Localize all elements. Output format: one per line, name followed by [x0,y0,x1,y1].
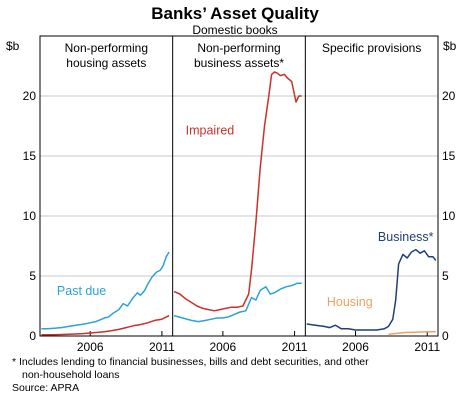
panel-2-series-2-line [173,282,302,323]
panel-2-x-tick-2011: 2011 [282,340,308,354]
chart-title: Banks’ Asset Quality [151,4,319,23]
panel-2-series-1-line [173,71,302,312]
panel-2-title-line-1: Non-performing [197,41,280,55]
panel-1-series-1-line [41,251,170,330]
y-tick-left-15: 15 [23,149,37,163]
annotation-3: Business* [378,230,434,244]
y-unit-right: $b [443,39,457,53]
panel-2-title-line-2: business assets* [194,56,284,70]
y-tick-left-0: 0 [29,329,36,343]
y-unit-left: $b [6,39,20,53]
panel-1-title-line-1: Non-performing [65,41,148,55]
annotation-1: Past due [57,284,106,298]
y-tick-right-5: 5 [442,269,449,283]
source-note: Source: APRA [12,382,80,394]
y-tick-right-0: 0 [442,329,449,343]
chart-subtitle: Domestic books [192,23,277,37]
y-tick-left-10: 10 [23,209,37,223]
panel-3-series-2-line [388,331,436,335]
y-tick-right-10: 10 [442,209,456,223]
y-tick-right-20: 20 [442,89,456,103]
panel-3-title-line-1: Specific provisions [322,41,421,55]
footnote-line-2: non-household loans [22,369,120,381]
plot-frame [39,35,439,337]
footnotes: * Includes lending to financial business… [12,356,462,395]
y-tick-right-15: 15 [442,149,456,163]
panel-1-title-line-2: housing assets [66,56,146,70]
panel-1-x-tick-2006: 2006 [77,340,104,354]
annotation-2: Impaired [186,123,235,137]
panel-1-series-2-line [41,314,170,336]
panel-2-x-tick-2006: 2006 [210,340,237,354]
y-tick-left-5: 5 [29,269,36,283]
footnote-line-1: * Includes lending to financial business… [12,356,369,368]
y-tick-left-20: 20 [23,89,37,103]
panel-3-series-1-line [306,248,437,331]
panel-1-x-tick-2011: 2011 [149,340,175,354]
panel-3-x-tick-2011: 2011 [414,340,440,354]
panel-3-x-tick-2006: 2006 [342,340,369,354]
annotation-4: Housing [327,295,373,309]
